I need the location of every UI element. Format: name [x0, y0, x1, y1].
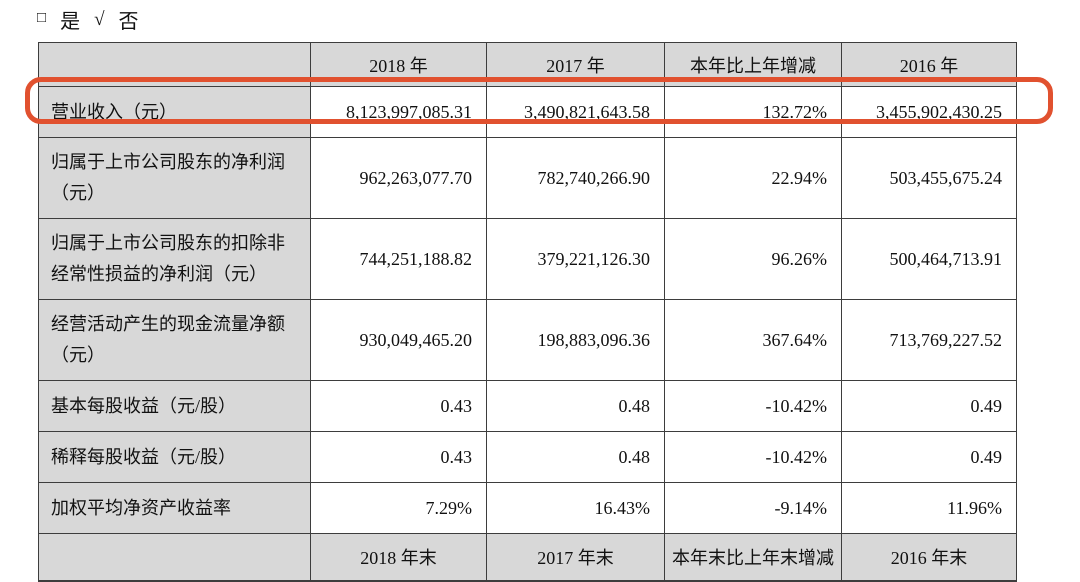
value-cell: 11.96%: [841, 482, 1017, 534]
value-cell: 503,455,675.24: [841, 137, 1017, 219]
header-cell-empty: [38, 42, 311, 87]
value-cell: 0.48: [486, 380, 665, 432]
header-cell: 本年比上年增减: [664, 42, 842, 87]
value-cell: 930,049,465.20: [310, 299, 487, 381]
header-row: 2018 年 2017 年本年比上年增减 2016 年: [38, 42, 1017, 87]
footer-cell: 2018 年末: [310, 533, 487, 582]
value-cell: 198,883,096.36: [486, 299, 665, 381]
value-cell: -9.14%: [664, 482, 842, 534]
table-row: 加权平均净资产收益率 7.29% 16.43% -9.14% 11.96%: [38, 482, 1017, 534]
value-cell: 3,455,902,430.25: [841, 86, 1017, 138]
value-cell: 7.29%: [310, 482, 487, 534]
value-cell: 132.72%: [664, 86, 842, 138]
value-cell: 0.49: [841, 431, 1017, 483]
value-cell: 0.48: [486, 431, 665, 483]
row-label-cell: 经营活动产生的现金流量净额（元）: [38, 299, 311, 381]
table-row: 基本每股收益（元/股） 0.43 0.48 -10.42% 0.49: [38, 380, 1017, 432]
value-cell: 22.94%: [664, 137, 842, 219]
financial-summary-table: 2018 年 2017 年本年比上年增减 2016 年 营业收入（元） 8,123,9…: [38, 42, 1017, 582]
row-label-cell: 归属于上市公司股东的净利润（元）: [38, 137, 311, 219]
value-cell: 713,769,227.52: [841, 299, 1017, 381]
table-row: 归属于上市公司股东的扣除非经常性损益的净利润（元） 744,251,188.82 3…: [38, 218, 1017, 300]
header-cell: 2016 年: [841, 42, 1017, 87]
checkmark-icon: √: [94, 8, 106, 30]
value-cell: 16.43%: [486, 482, 665, 534]
table-row-highlighted: 营业收入（元） 8,123,997,085.31 3,490,821,643.58 1…: [38, 86, 1017, 138]
value-cell: 367.64%: [664, 299, 842, 381]
header-cell: 2017 年: [486, 42, 665, 87]
value-cell: 782,740,266.90: [486, 137, 665, 219]
value-cell: 0.49: [841, 380, 1017, 432]
value-cell: 0.43: [310, 431, 487, 483]
checkbox-unchecked-icon: □: [37, 10, 48, 26]
footer-cell: 本年末比上年末增减: [664, 533, 842, 582]
value-cell: 500,464,713.91: [841, 218, 1017, 300]
footer-row: 2018 年末 2017 年末 本年末比上年末增减 2016 年末: [38, 533, 1017, 582]
value-cell: 379,221,126.30: [486, 218, 665, 300]
value-cell: 962,263,077.70: [310, 137, 487, 219]
header-cell: 2018 年: [310, 42, 487, 87]
value-cell: -10.42%: [664, 380, 842, 432]
footer-cell-empty: [38, 533, 311, 582]
footer-cell: 2017 年末: [486, 533, 665, 582]
footer-cell: 2016 年末: [841, 533, 1017, 582]
table-body: 营业收入（元） 8,123,997,085.31 3,490,821,643.58 1…: [38, 86, 1017, 582]
row-label-cell: 加权平均净资产收益率: [38, 482, 311, 534]
table-header: 2018 年 2017 年本年比上年增减 2016 年: [38, 42, 1017, 87]
table-row: 经营活动产生的现金流量净额（元） 930,049,465.20 198,883,09…: [38, 299, 1017, 381]
value-cell: 3,490,821,643.58: [486, 86, 665, 138]
value-cell: -10.42%: [664, 431, 842, 483]
row-label-cell: 稀释每股收益（元/股）: [38, 431, 311, 483]
row-label-cell: 基本每股收益（元/股）: [38, 380, 311, 432]
yes-label: 是: [60, 11, 82, 33]
yes-no-selector: □ 是 √ 否: [37, 5, 140, 34]
table-row: 归属于上市公司股东的净利润（元） 962,263,077.70 782,740,26…: [38, 137, 1017, 219]
value-cell: 744,251,188.82: [310, 218, 487, 300]
row-label-cell: 归属于上市公司股东的扣除非经常性损益的净利润（元）: [38, 218, 311, 300]
value-cell: 8,123,997,085.31: [310, 86, 487, 138]
value-cell: 96.26%: [664, 218, 842, 300]
no-label: 否: [118, 11, 140, 33]
value-cell: 0.43: [310, 380, 487, 432]
row-label-cell: 营业收入（元）: [38, 86, 311, 138]
table-row: 稀释每股收益（元/股） 0.43 0.48 -10.42% 0.49: [38, 431, 1017, 483]
